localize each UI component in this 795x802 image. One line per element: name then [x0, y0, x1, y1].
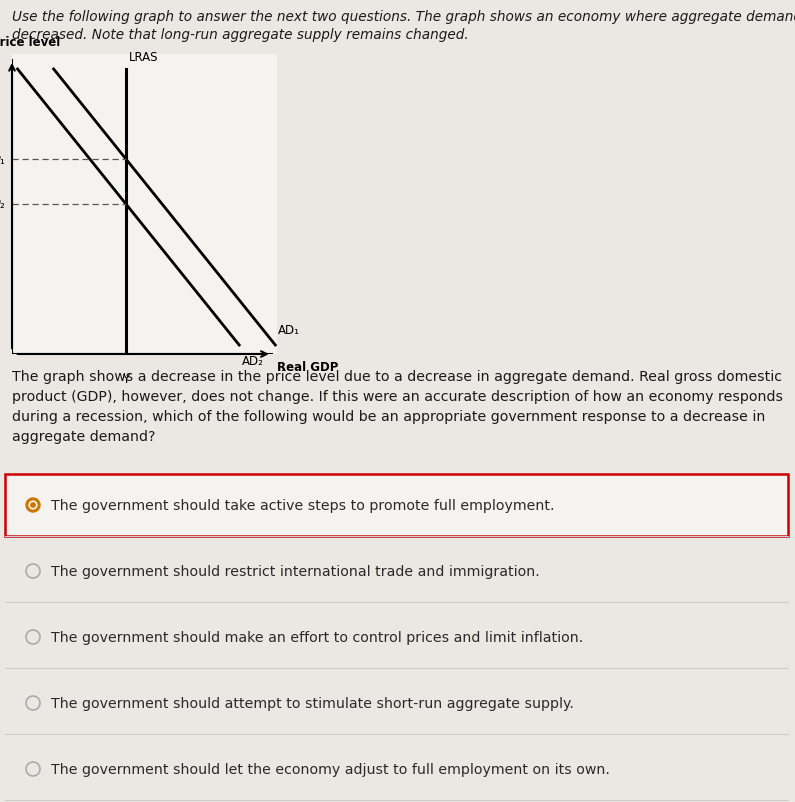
- Text: The government should attempt to stimulate short-run aggregate supply.: The government should attempt to stimula…: [51, 696, 574, 710]
- Text: P₂: P₂: [0, 198, 6, 211]
- Text: The government should let the economy adjust to full employment on its own.: The government should let the economy ad…: [51, 762, 610, 776]
- Text: The graph shows a decrease in the price level due to a decrease in aggregate dem: The graph shows a decrease in the price …: [12, 370, 783, 444]
- Text: Real GDP: Real GDP: [277, 361, 339, 374]
- Text: LRAS: LRAS: [129, 51, 158, 64]
- Text: AD₁: AD₁: [278, 324, 300, 337]
- FancyBboxPatch shape: [5, 541, 788, 602]
- FancyBboxPatch shape: [5, 672, 788, 734]
- Text: The government should take active steps to promote full employment.: The government should take active steps …: [51, 498, 554, 512]
- Text: P₁: P₁: [0, 153, 6, 166]
- Circle shape: [29, 501, 37, 509]
- Circle shape: [26, 498, 40, 512]
- Text: The government should make an effort to control prices and limit inflation.: The government should make an effort to …: [51, 630, 584, 644]
- Text: The government should restrict international trade and immigration.: The government should restrict internati…: [51, 565, 540, 578]
- FancyBboxPatch shape: [5, 738, 788, 800]
- Text: decreased. Note that long-run aggregate supply remains changed.: decreased. Note that long-run aggregate …: [12, 28, 469, 42]
- FancyBboxPatch shape: [5, 606, 788, 668]
- Text: Use the following graph to answer the next two questions. The graph shows an eco: Use the following graph to answer the ne…: [12, 10, 795, 24]
- Text: Price level: Price level: [0, 36, 60, 49]
- Circle shape: [31, 503, 35, 508]
- FancyBboxPatch shape: [5, 475, 788, 537]
- Text: Y: Y: [122, 373, 130, 386]
- Text: AD₂: AD₂: [242, 354, 264, 367]
